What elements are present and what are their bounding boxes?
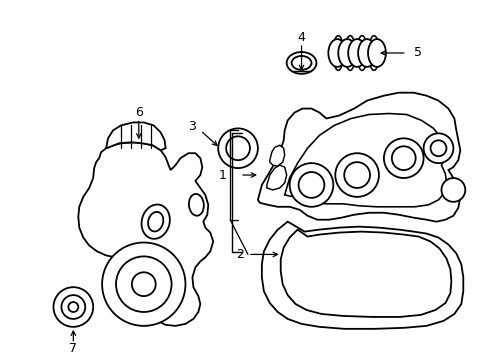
Circle shape	[344, 162, 369, 188]
Circle shape	[68, 302, 78, 312]
Ellipse shape	[141, 204, 169, 239]
Circle shape	[383, 138, 423, 178]
Ellipse shape	[148, 212, 163, 231]
Ellipse shape	[347, 39, 366, 67]
Text: 6: 6	[135, 106, 142, 119]
Circle shape	[102, 243, 185, 326]
Circle shape	[132, 272, 155, 296]
Ellipse shape	[188, 194, 203, 216]
Text: 5: 5	[413, 46, 421, 59]
Circle shape	[61, 295, 85, 319]
Ellipse shape	[338, 39, 355, 67]
Ellipse shape	[327, 39, 346, 67]
Circle shape	[335, 153, 378, 197]
Text: 3: 3	[188, 120, 196, 133]
Polygon shape	[78, 142, 213, 326]
Circle shape	[423, 133, 452, 163]
Circle shape	[289, 163, 333, 207]
Text: 2: 2	[236, 248, 244, 261]
Text: 4: 4	[297, 31, 305, 44]
Text: 1: 1	[218, 168, 225, 181]
Polygon shape	[257, 93, 459, 222]
Polygon shape	[269, 145, 284, 166]
Circle shape	[429, 140, 446, 156]
Ellipse shape	[291, 56, 311, 70]
Circle shape	[116, 256, 171, 312]
Polygon shape	[284, 113, 446, 207]
Circle shape	[391, 146, 415, 170]
Circle shape	[53, 287, 93, 327]
Polygon shape	[266, 165, 286, 190]
Text: 7: 7	[69, 342, 77, 355]
Ellipse shape	[357, 39, 375, 67]
Circle shape	[441, 178, 464, 202]
Circle shape	[298, 172, 324, 198]
Polygon shape	[106, 122, 165, 150]
Ellipse shape	[286, 52, 316, 74]
Circle shape	[225, 136, 249, 160]
Circle shape	[218, 129, 257, 168]
Ellipse shape	[367, 39, 385, 67]
